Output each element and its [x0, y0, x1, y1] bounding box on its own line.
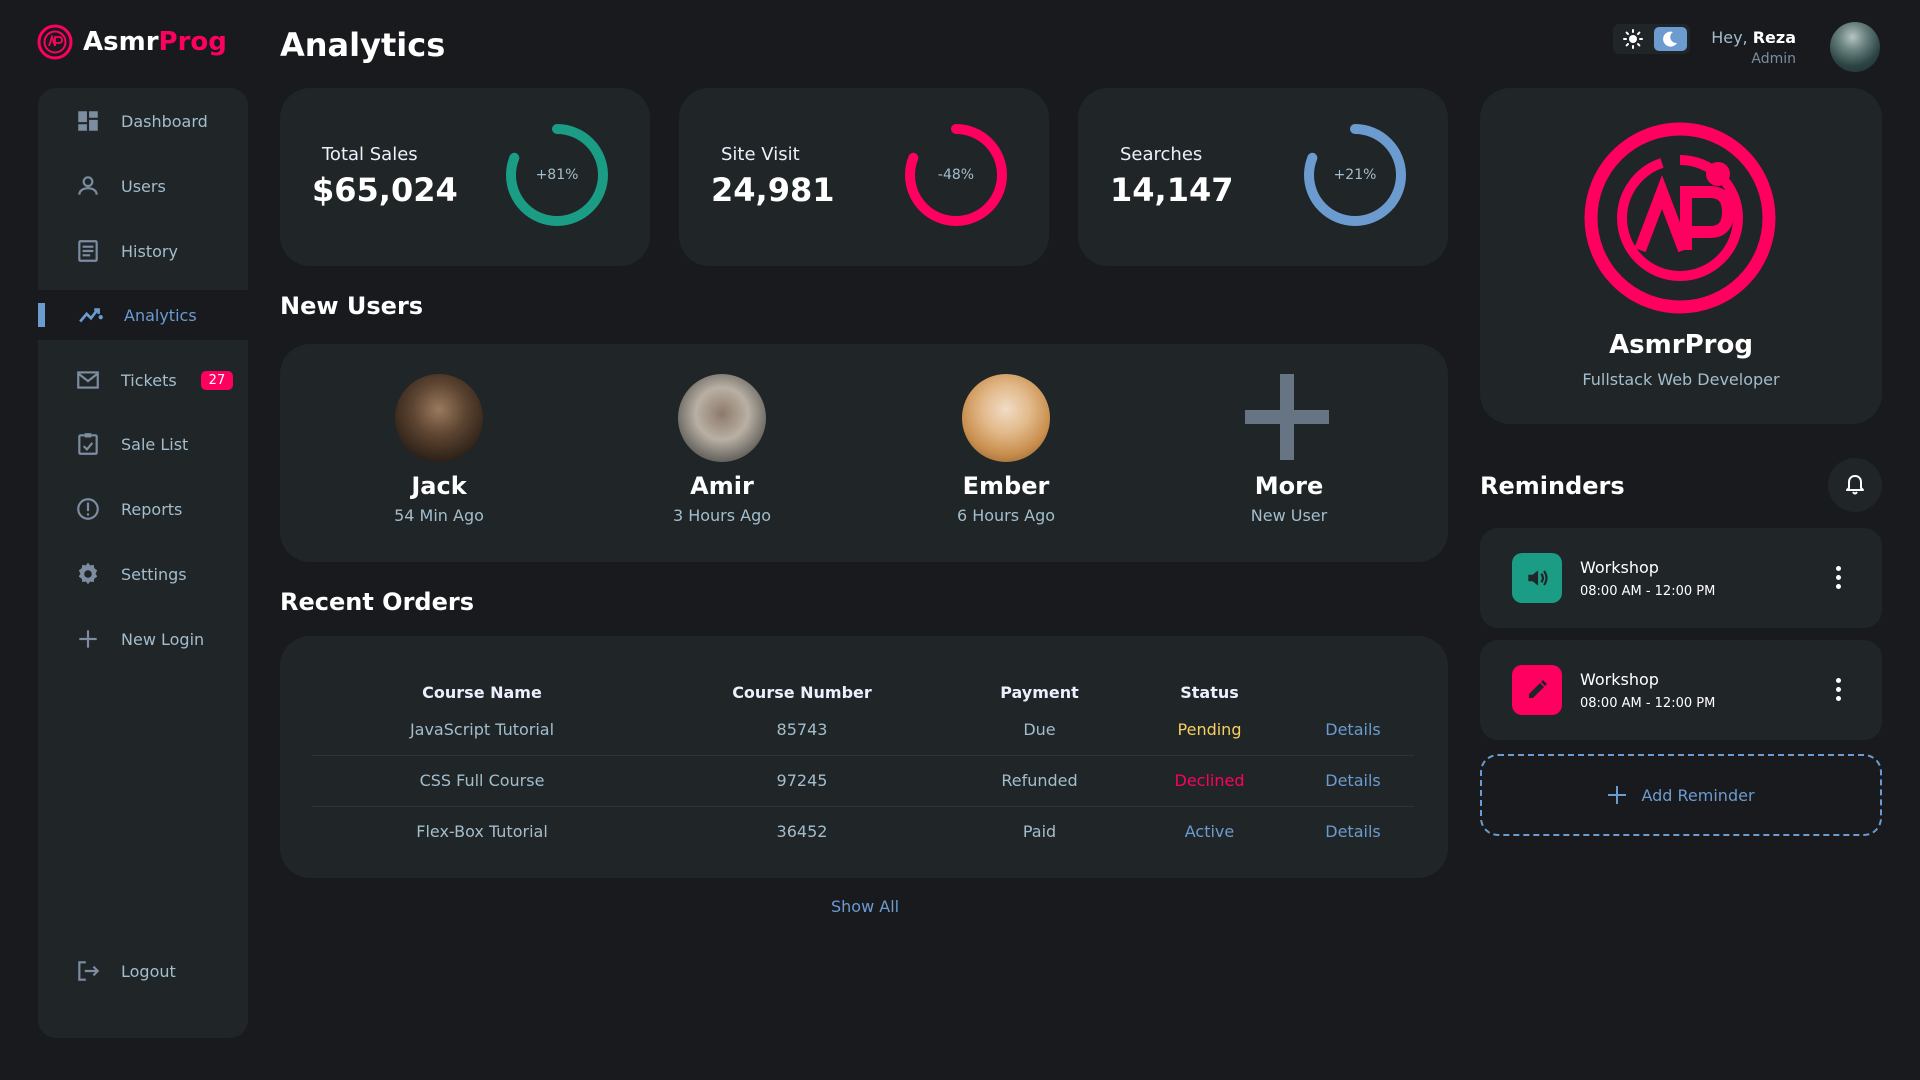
recent-orders-title: Recent Orders: [280, 588, 474, 616]
history-icon: [78, 240, 98, 262]
stat-change: +21%: [1333, 167, 1377, 183]
stat-card-searches: Searches 14,147 +21%: [1078, 88, 1448, 266]
sidebar-item-logout[interactable]: Logout: [38, 946, 248, 996]
sidebar-item-sale-list[interactable]: Sale List: [38, 419, 248, 469]
column-header: Status: [1180, 683, 1239, 702]
new-users-card: Jack 54 Min Ago Amir 3 Hours Ago Ember 6…: [280, 344, 1448, 562]
stat-change: +81%: [535, 167, 579, 183]
user-avatar: [962, 374, 1050, 462]
more-vertical-icon[interactable]: [1836, 566, 1842, 593]
brand-logo-icon: [1584, 122, 1776, 314]
progress-ring: [1304, 124, 1406, 226]
logout-icon: [78, 961, 100, 981]
column-header: Payment: [1000, 683, 1079, 702]
profile-role: Admin: [1751, 50, 1796, 67]
profile-card: AsmrProg Fullstack Web Developer: [1480, 88, 1882, 424]
brand-name: AsmrProg: [83, 27, 227, 57]
stat-label: Total Sales: [322, 144, 418, 165]
status-badge: Declined: [1127, 755, 1292, 807]
table-row: JavaScript Tutorial 85743 Due Pending De…: [312, 704, 1414, 756]
stat-value: 24,981: [711, 171, 835, 209]
user-profile[interactable]: Hey, Reza Admin: [1711, 22, 1880, 72]
progress-ring: [506, 124, 608, 226]
analytics-icon: [79, 308, 103, 323]
details-link[interactable]: Details: [1292, 755, 1414, 807]
recent-orders-card: Course Name Course Number Payment Status…: [280, 636, 1448, 878]
clipboard-icon: [78, 433, 98, 455]
stat-value: $65,024: [312, 171, 458, 209]
sidebar-item-tickets[interactable]: Tickets 27: [38, 355, 248, 405]
stat-card-site-visit: Site Visit 24,981 -48%: [679, 88, 1049, 266]
details-link[interactable]: Details: [1325, 822, 1381, 842]
brand-logo-icon: [37, 24, 73, 60]
reminders-title: Reminders: [1480, 472, 1625, 500]
sidebar-item-new-login[interactable]: New Login: [38, 614, 248, 664]
plus-icon: [1608, 786, 1627, 804]
plus-icon: [79, 630, 97, 648]
edit-icon: [1512, 665, 1562, 715]
user-item-more[interactable]: More New User: [1189, 374, 1389, 525]
sidebar-item-settings[interactable]: Settings: [38, 549, 248, 599]
reminder-title: Workshop: [1580, 558, 1659, 577]
theme-toggle[interactable]: [1613, 24, 1690, 54]
table-row: Flex-Box Tutorial 36452 Paid Active Deta…: [312, 806, 1414, 857]
stat-label: Site Visit: [721, 144, 800, 165]
user-item-jack[interactable]: Jack 54 Min Ago: [339, 374, 539, 525]
mail-icon: [77, 371, 99, 389]
profile-role: Fullstack Web Developer: [1582, 370, 1780, 389]
bell-icon[interactable]: [1828, 458, 1882, 512]
status-badge: Pending: [1127, 704, 1292, 756]
volume-icon: [1512, 553, 1562, 603]
sidebar-item-users[interactable]: Users: [38, 161, 248, 211]
add-reminder-button[interactable]: Add Reminder: [1480, 754, 1882, 836]
add-user-icon: [1245, 374, 1333, 462]
sun-icon[interactable]: [1616, 27, 1650, 51]
reminder-item[interactable]: Workshop 08:00 AM - 12:00 PM: [1480, 528, 1882, 628]
stat-label: Searches: [1120, 144, 1203, 165]
reminder-item[interactable]: Workshop 08:00 AM - 12:00 PM: [1480, 640, 1882, 740]
sidebar-item-analytics[interactable]: Analytics: [38, 290, 248, 340]
column-header: Course Name: [422, 683, 542, 702]
show-all-link[interactable]: Show All: [831, 897, 900, 916]
stat-change: -48%: [937, 167, 975, 183]
progress-ring: [905, 124, 1007, 226]
tickets-badge: 27: [200, 370, 234, 390]
new-users-title: New Users: [280, 292, 424, 320]
table-row: CSS Full Course 97245 Refunded Declined …: [312, 755, 1414, 807]
column-header: Course Number: [732, 683, 872, 702]
sidebar: Dashboard Users History Analytics Ticket…: [38, 88, 248, 1038]
reminder-time: 08:00 AM - 12:00 PM: [1580, 584, 1716, 599]
page-title: Analytics: [280, 26, 446, 64]
report-icon: [77, 498, 99, 520]
sidebar-item-history[interactable]: History: [38, 226, 248, 276]
more-vertical-icon[interactable]: [1836, 678, 1842, 705]
sidebar-item-dashboard[interactable]: Dashboard: [38, 96, 248, 146]
details-link[interactable]: Details: [1292, 704, 1414, 756]
user-avatar: [395, 374, 483, 462]
user-item-amir[interactable]: Amir 3 Hours Ago: [622, 374, 822, 525]
brand[interactable]: AsmrProg: [37, 24, 227, 60]
user-item-ember[interactable]: Ember 6 Hours Ago: [906, 374, 1106, 525]
moon-icon[interactable]: [1653, 27, 1687, 51]
user-avatar: [678, 374, 766, 462]
status-badge: Active: [1184, 822, 1235, 842]
avatar[interactable]: [1830, 22, 1880, 72]
profile-greeting: Hey, Reza: [1711, 27, 1796, 47]
stat-card-total-sales: Total Sales $65,024 +81%: [280, 88, 650, 266]
gear-icon: [78, 562, 98, 585]
stat-value: 14,147: [1110, 171, 1234, 209]
reminder-time: 08:00 AM - 12:00 PM: [1580, 696, 1716, 711]
profile-name: AsmrProg: [1609, 330, 1753, 360]
sidebar-item-reports[interactable]: Reports: [38, 484, 248, 534]
orders-table: Course Name Course Number Payment Status…: [312, 664, 1414, 857]
dashboard-icon: [78, 111, 98, 131]
user-icon: [78, 176, 98, 195]
reminder-title: Workshop: [1580, 670, 1659, 689]
